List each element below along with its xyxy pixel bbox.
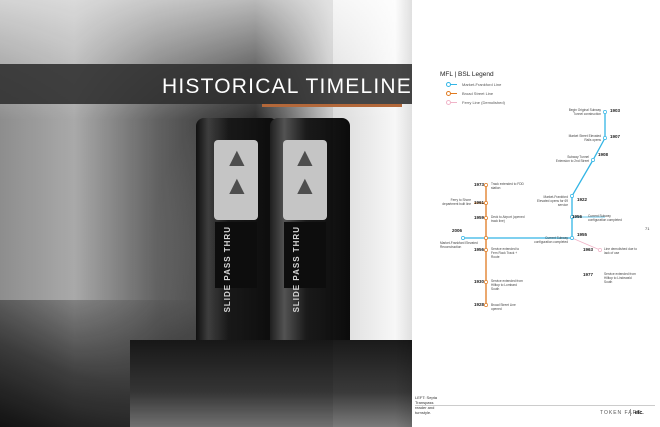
slot-plate-right — [283, 140, 327, 220]
event-label: Service extended to Fern Rock Track + Ro… — [491, 247, 520, 259]
up-arrow-icon: ▲ — [292, 142, 318, 172]
year-label: 1959 — [474, 215, 485, 220]
station-node — [591, 158, 595, 162]
year-label: 2006 — [452, 228, 463, 233]
event-label: Market-Frankford Elevated Reconstruction — [440, 241, 478, 249]
legend-title: MFL | BSL Legend — [440, 71, 494, 78]
legend-item-ferry: Ferry Line (Demolished) — [462, 100, 505, 105]
year-label: 1963 — [583, 247, 594, 252]
event-label: Current Subway configuration completed — [534, 236, 568, 244]
station-node — [484, 280, 488, 284]
footer-section: etc. — [635, 410, 644, 416]
footer-brand: TOKEN FARE — [600, 410, 642, 416]
station-node — [570, 194, 574, 198]
event-label: Line demolished due to lack of use — [604, 247, 637, 255]
station-node — [570, 215, 574, 219]
mfl-line — [463, 112, 606, 239]
year-label: 1973 — [474, 182, 485, 187]
year-label: 1956 — [572, 214, 583, 219]
legend-swatch-mfl — [446, 81, 457, 87]
event-label: Broad Street Line opened — [491, 303, 516, 311]
slot-label-strip-right — [284, 222, 326, 288]
event-label: Deck to Airport (opened track line) — [491, 215, 525, 223]
year-label: 1956 — [474, 247, 485, 252]
event-label: Service extended from Hilltop to Lindewa… — [604, 272, 636, 284]
up-arrow-icon: ▲ — [224, 170, 250, 200]
station-node — [484, 183, 488, 187]
station-node — [603, 136, 607, 140]
station-node — [484, 216, 488, 220]
slot-plate-left — [214, 140, 258, 220]
slot-label-strip-left — [215, 222, 257, 288]
event-label: Current Subway configuration completed — [588, 214, 622, 222]
photo-caption: LEFT: Septa Transpass reader and turnsty… — [415, 395, 438, 415]
station-node — [484, 303, 488, 307]
year-label: 1907 — [610, 134, 621, 139]
event-label: Track extended to FDD station — [491, 182, 524, 190]
station-node — [570, 236, 574, 240]
station-node — [598, 248, 602, 252]
event-label: Ferry to Shore department built line — [442, 198, 471, 206]
title-accent-bar — [262, 104, 402, 107]
footer-separator — [630, 409, 631, 416]
page-title: HISTORICAL TIMELINE — [162, 75, 412, 98]
up-arrow-icon: ▲ — [224, 142, 250, 172]
legend-swatch-ferry — [446, 99, 457, 105]
year-label: 1977 — [583, 272, 594, 277]
year-label: 1930 — [474, 279, 485, 284]
event-label: Begin Original Subway Tunnel constructio… — [568, 108, 601, 116]
legend-item-bsl: Broad Street Line — [462, 91, 494, 96]
up-arrow-icon: ▲ — [292, 170, 318, 200]
title-band — [0, 64, 412, 107]
station-node — [484, 248, 488, 252]
event-label: Service extended from Hilltop to Lombard… — [491, 279, 523, 291]
station-node — [461, 236, 465, 240]
station-node — [603, 110, 607, 114]
year-label: 1908 — [598, 152, 609, 157]
year-label: 1903 — [610, 108, 621, 113]
event-label: Market-Frankford Elevated opens for 69 s… — [536, 195, 568, 207]
event-label: Market Street Elevated Rails opens — [568, 134, 601, 142]
legend-swatch-bsl — [446, 90, 457, 96]
turnstile-base — [130, 340, 412, 427]
ferry-line — [571, 237, 601, 251]
event-label: Subway Tunnel Extension to 2nd Street — [555, 155, 589, 163]
page-number: 71 — [645, 226, 650, 231]
year-label: 1955 — [577, 232, 588, 237]
year-label: 1961 — [474, 200, 485, 205]
year-label: 1922 — [577, 197, 588, 202]
station-node — [484, 201, 488, 205]
footer-divider — [415, 405, 655, 406]
station-node — [484, 236, 488, 240]
year-label: 1928 — [474, 302, 485, 307]
legend-item-mfl: Market-Frankford Line — [462, 82, 502, 87]
